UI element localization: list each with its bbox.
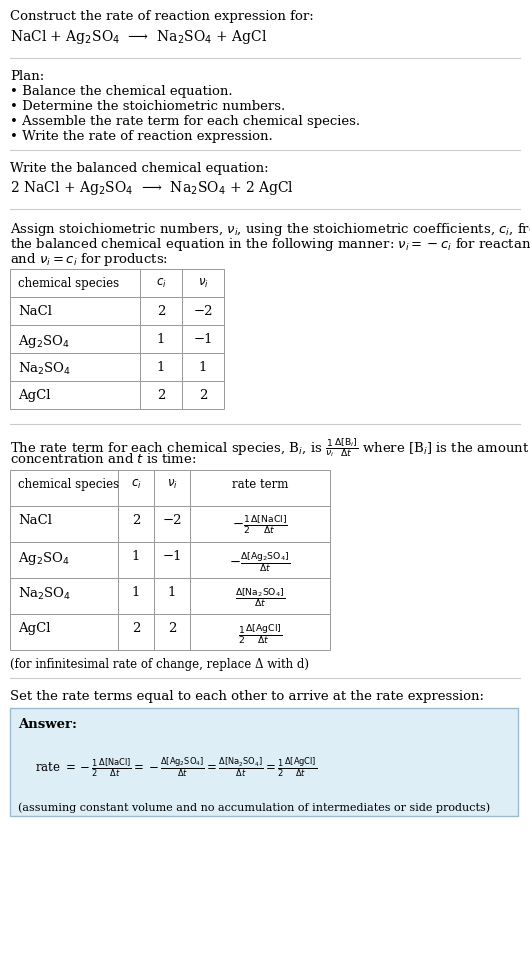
Text: Write the balanced chemical equation:: Write the balanced chemical equation: [10, 162, 269, 175]
Text: (assuming constant volume and no accumulation of intermediates or side products): (assuming constant volume and no accumul… [18, 802, 490, 813]
Text: Ag$_2$SO$_4$: Ag$_2$SO$_4$ [18, 333, 70, 350]
Text: NaCl: NaCl [18, 514, 52, 527]
Bar [190, 578, 330, 614]
Text: Construct the rate of reaction expression for:: Construct the rate of reaction expressio… [10, 10, 314, 23]
Bar [10, 578, 118, 614]
Text: −1: −1 [193, 333, 213, 346]
Bar [10, 297, 140, 325]
Bar [118, 578, 154, 614]
Text: $-\frac{1}{2}\frac{\Delta[\mathrm{NaCl}]}{\Delta t}$: $-\frac{1}{2}\frac{\Delta[\mathrm{NaCl}]… [232, 514, 288, 536]
Text: NaCl: NaCl [18, 305, 52, 318]
Text: 1: 1 [157, 333, 165, 346]
Text: 2: 2 [132, 622, 140, 635]
Bar [10, 381, 140, 409]
Bar [10, 325, 140, 353]
Bar [140, 381, 182, 409]
Bar [182, 297, 224, 325]
Text: concentration and $t$ is time:: concentration and $t$ is time: [10, 452, 197, 466]
Bar [118, 542, 154, 578]
Bar [140, 353, 182, 381]
Text: $c_i$: $c_i$ [156, 277, 166, 290]
Text: rate $= -\frac{1}{2}\frac{\Delta[\mathrm{NaCl}]}{\Delta t} = -\frac{\Delta[\math: rate $= -\frac{1}{2}\frac{\Delta[\mathrm… [35, 756, 317, 779]
Text: • Balance the chemical equation.: • Balance the chemical equation. [10, 85, 233, 98]
Bar [140, 325, 182, 353]
Text: the balanced chemical equation in the following manner: $\nu_i = -c_i$ for react: the balanced chemical equation in the fo… [10, 236, 530, 253]
Text: −2: −2 [193, 305, 213, 318]
Text: Na$_2$SO$_4$: Na$_2$SO$_4$ [18, 586, 71, 602]
FancyBboxPatch shape [10, 708, 518, 816]
Bar [10, 353, 140, 381]
Text: Ag$_2$SO$_4$: Ag$_2$SO$_4$ [18, 550, 70, 567]
Text: chemical species: chemical species [18, 478, 119, 491]
Bar [182, 353, 224, 381]
Text: $\nu_i$: $\nu_i$ [198, 277, 208, 290]
Bar [10, 269, 140, 297]
Text: 1: 1 [132, 550, 140, 563]
Text: chemical species: chemical species [18, 277, 119, 290]
Bar [154, 470, 190, 506]
Text: $c_i$: $c_i$ [130, 478, 142, 491]
Text: $\frac{\Delta[\mathrm{Na_2SO_4}]}{\Delta t}$: $\frac{\Delta[\mathrm{Na_2SO_4}]}{\Delta… [235, 586, 285, 609]
Text: 2: 2 [168, 622, 176, 635]
Bar [10, 470, 118, 506]
Bar [190, 542, 330, 578]
Bar [118, 614, 154, 650]
Bar [140, 269, 182, 297]
Text: Na$_2$SO$_4$: Na$_2$SO$_4$ [18, 361, 71, 377]
Text: $\frac{1}{2}\frac{\Delta[\mathrm{AgCl}]}{\Delta t}$: $\frac{1}{2}\frac{\Delta[\mathrm{AgCl}]}… [238, 622, 282, 645]
Text: The rate term for each chemical species, B$_i$, is $\frac{1}{\nu_i}\frac{\Delta[: The rate term for each chemical species,… [10, 436, 529, 459]
Text: • Assemble the rate term for each chemical species.: • Assemble the rate term for each chemic… [10, 115, 360, 128]
Text: 1: 1 [132, 586, 140, 599]
Bar [190, 614, 330, 650]
Text: rate term: rate term [232, 478, 288, 491]
Text: 2: 2 [132, 514, 140, 527]
Text: 2 NaCl + Ag$_2$SO$_4$  ⟶  Na$_2$SO$_4$ + 2 AgCl: 2 NaCl + Ag$_2$SO$_4$ ⟶ Na$_2$SO$_4$ + 2… [10, 179, 294, 197]
Text: 1: 1 [157, 361, 165, 374]
Bar [154, 506, 190, 542]
Bar [10, 614, 118, 650]
Text: −1: −1 [162, 550, 182, 563]
Bar [182, 269, 224, 297]
Bar [10, 506, 118, 542]
Bar [190, 506, 330, 542]
Text: Plan:: Plan: [10, 70, 44, 83]
Bar [154, 578, 190, 614]
Text: $-\frac{\Delta[\mathrm{Ag_2SO_4}]}{\Delta t}$: $-\frac{\Delta[\mathrm{Ag_2SO_4}]}{\Delt… [229, 550, 290, 574]
Bar [140, 297, 182, 325]
Text: 1: 1 [168, 586, 176, 599]
Bar [154, 614, 190, 650]
Text: 2: 2 [157, 305, 165, 318]
Text: 1: 1 [199, 361, 207, 374]
Bar [190, 470, 330, 506]
Text: AgCl: AgCl [18, 389, 50, 402]
Text: • Determine the stoichiometric numbers.: • Determine the stoichiometric numbers. [10, 100, 285, 113]
Text: Answer:: Answer: [18, 718, 77, 731]
Text: NaCl + Ag$_2$SO$_4$  ⟶  Na$_2$SO$_4$ + AgCl: NaCl + Ag$_2$SO$_4$ ⟶ Na$_2$SO$_4$ + AgC… [10, 28, 268, 46]
Text: $\nu_i$: $\nu_i$ [166, 478, 178, 491]
Text: Assign stoichiometric numbers, $\nu_i$, using the stoichiometric coefficients, $: Assign stoichiometric numbers, $\nu_i$, … [10, 221, 530, 238]
Text: AgCl: AgCl [18, 622, 50, 635]
Text: 2: 2 [157, 389, 165, 402]
Bar [10, 542, 118, 578]
Text: Set the rate terms equal to each other to arrive at the rate expression:: Set the rate terms equal to each other t… [10, 690, 484, 703]
Text: and $\nu_i = c_i$ for products:: and $\nu_i = c_i$ for products: [10, 251, 168, 268]
Text: (for infinitesimal rate of change, replace Δ with d): (for infinitesimal rate of change, repla… [10, 658, 309, 671]
Bar [182, 325, 224, 353]
Text: −2: −2 [162, 514, 182, 527]
Bar [118, 506, 154, 542]
Text: 2: 2 [199, 389, 207, 402]
Bar [182, 381, 224, 409]
Bar [154, 542, 190, 578]
Bar [118, 470, 154, 506]
Text: • Write the rate of reaction expression.: • Write the rate of reaction expression. [10, 130, 273, 143]
